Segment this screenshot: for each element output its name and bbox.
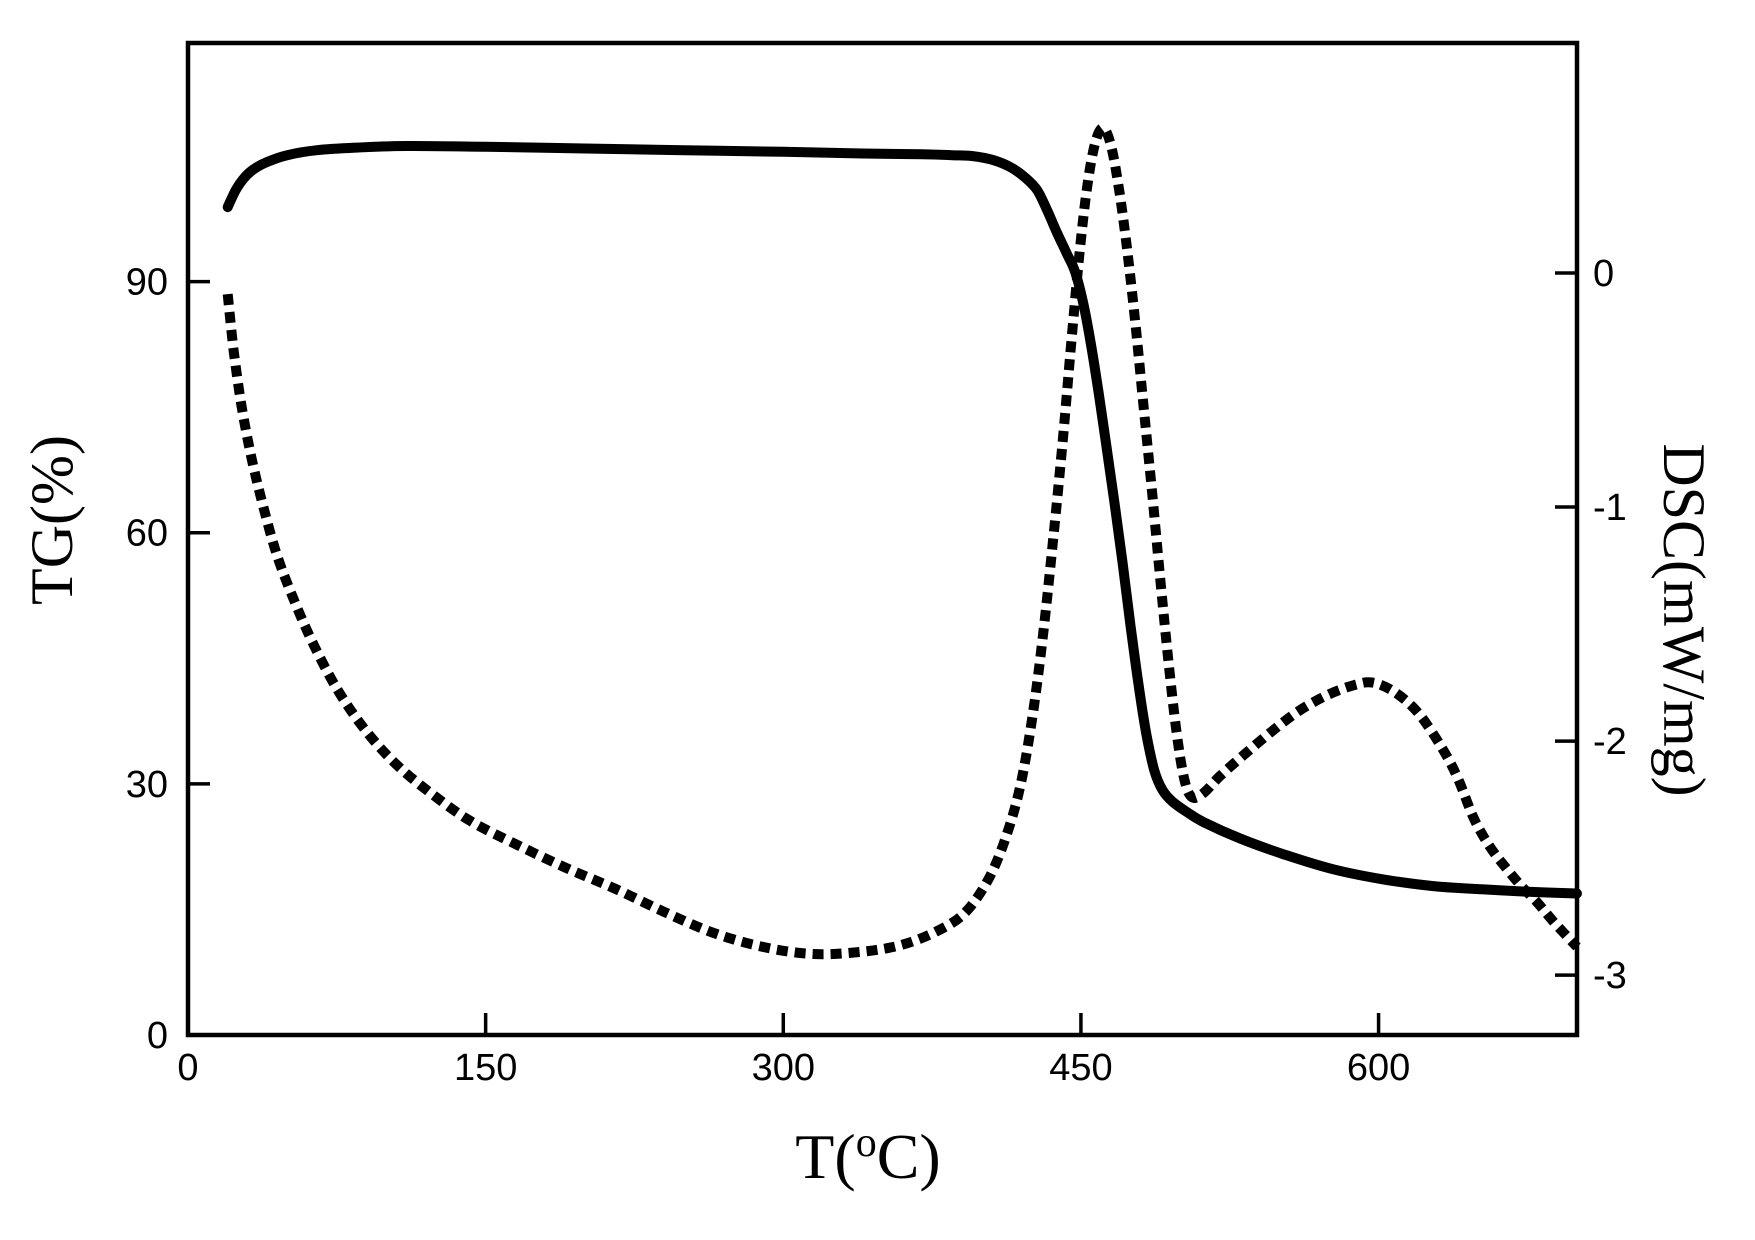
x-axis-ticks: 0 150 300 450 600	[177, 1013, 1410, 1089]
degree-symbol: o	[856, 1120, 877, 1166]
y-left-axis-title: TG(%)	[19, 435, 85, 605]
y-right-axis-title: DSC(mW/mg)	[1651, 443, 1717, 796]
y-right-tick-label: -1	[1593, 487, 1627, 529]
y-right-tick-label: 0	[1593, 253, 1614, 295]
y-right-axis-ticks: 0 -1 -2 -3	[1555, 253, 1627, 997]
y-left-tick-label: 60	[126, 513, 168, 555]
x-axis-title-post: C)	[877, 1121, 941, 1192]
y-right-tick-label: -3	[1593, 955, 1627, 997]
y-left-axis-ticks: 0 30 60 90	[126, 262, 210, 1057]
x-tick-label: 300	[752, 1047, 815, 1089]
y-right-tick-label: -2	[1593, 721, 1627, 763]
y-left-tick-label: 90	[126, 262, 168, 304]
y-left-tick-label: 0	[147, 1015, 168, 1057]
x-tick-label: 0	[177, 1047, 198, 1089]
x-tick-label: 150	[454, 1047, 517, 1089]
x-tick-label: 450	[1049, 1047, 1112, 1089]
x-tick-label: 600	[1347, 1047, 1410, 1089]
tg-curve	[222, 140, 1582, 899]
x-axis-title-pre: T(	[795, 1121, 855, 1192]
plot-frame	[185, 40, 1580, 1038]
x-axis-title: T(oC)	[795, 1120, 940, 1192]
y-left-tick-label: 30	[126, 764, 168, 806]
dsc-curve	[222, 122, 1581, 960]
